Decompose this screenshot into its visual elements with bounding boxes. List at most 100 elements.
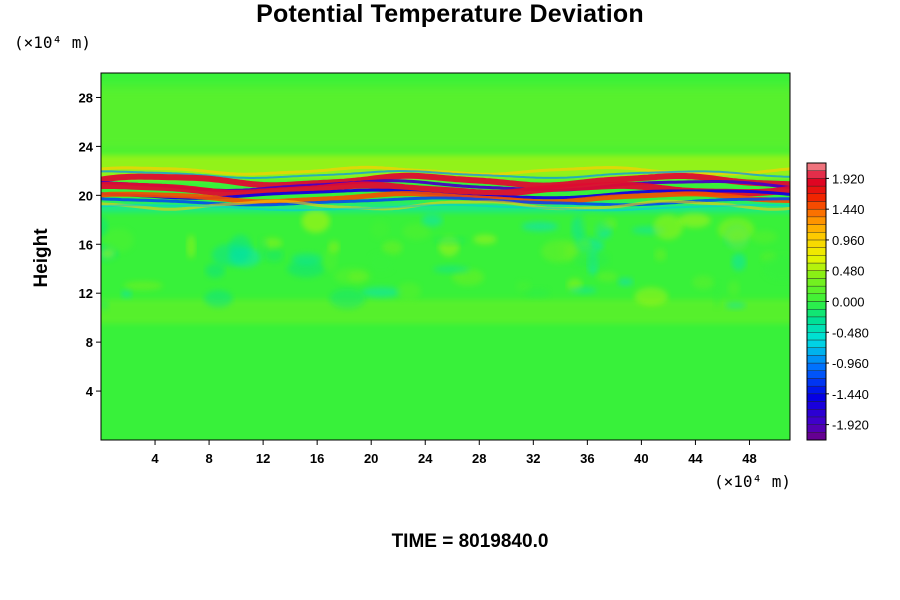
- colorbar-swatch: [806, 178, 827, 187]
- x-tick-label: 32: [526, 451, 540, 466]
- band-upper-edge: [101, 165, 790, 176]
- colorbar-label: 0.960: [832, 233, 865, 248]
- eddy-blob: [731, 252, 747, 271]
- eddy-blob: [370, 220, 390, 239]
- colorbar-swatch: [806, 339, 827, 348]
- eddy-blob: [186, 234, 196, 259]
- eddy-blob: [634, 287, 668, 306]
- y-axis: 4 8 12 16 20 24 28: [79, 90, 101, 399]
- eddy-blob: [521, 221, 559, 232]
- eddy-blob: [473, 234, 497, 245]
- eddy-blob: [334, 267, 372, 285]
- eddy-blob: [291, 253, 323, 265]
- chart-title: Potential Temperature Deviation: [256, 0, 644, 28]
- eddy-blob: [654, 248, 667, 262]
- eddy-blob: [573, 250, 610, 269]
- eddy-blob: [381, 240, 403, 255]
- colorbar-swatch: [806, 162, 827, 171]
- colorbar-swatch: [806, 208, 827, 218]
- colorbar-label: -1.920: [832, 418, 869, 433]
- eddy-blob: [329, 288, 366, 309]
- colorbar-swatch: [806, 362, 827, 371]
- eddy-blob: [434, 237, 467, 244]
- x-tick-label: 28: [472, 451, 486, 466]
- eddy-blob: [750, 230, 778, 244]
- colorbar-swatch: [806, 262, 827, 271]
- colorbar-label: 1.440: [832, 202, 865, 217]
- colorbar-swatch: [806, 224, 827, 233]
- colorbar-swatch: [806, 316, 827, 325]
- colorbar-label: 0.000: [832, 295, 865, 310]
- x-tick-label: 24: [418, 451, 433, 466]
- time-label: TIME = 8019840.0: [391, 531, 549, 552]
- colorbar-swatch: [806, 401, 827, 410]
- x-tick-label: 44: [688, 451, 703, 466]
- eddy-blob: [451, 268, 485, 286]
- y-tick-label: 8: [86, 335, 93, 350]
- eddy-blob: [762, 255, 790, 281]
- y-axis-unit: (×10⁴ m): [14, 33, 92, 52]
- upper-warm-layer: [101, 85, 790, 153]
- eddy-blob: [101, 249, 115, 258]
- x-tick-label: 40: [634, 451, 648, 466]
- eddy-blob: [523, 288, 551, 298]
- colorbar-swatch: [806, 347, 827, 356]
- eddy-blob: [258, 238, 269, 260]
- y-tick-label: 4: [86, 384, 94, 399]
- heatmap-field: [101, 85, 790, 324]
- eddy-blob: [727, 280, 740, 297]
- y-tick-label: 12: [79, 286, 93, 301]
- y-tick-label: 28: [79, 90, 93, 105]
- colorbar-label: -1.440: [832, 387, 869, 402]
- colorbar-swatch: [806, 255, 827, 264]
- x-tick-label: 36: [580, 451, 594, 466]
- colorbar-swatch: [806, 170, 827, 179]
- colorbar-label: -0.480: [832, 325, 869, 340]
- eddy-blob: [653, 214, 683, 240]
- eddy-blob: [726, 227, 749, 251]
- eddy-blob: [678, 213, 711, 228]
- eddy-blob: [301, 209, 330, 233]
- colorbar-swatch: [806, 308, 827, 318]
- colorbar-swatch: [806, 385, 827, 395]
- y-tick-label: 20: [79, 188, 93, 203]
- eddy-blob: [580, 212, 607, 235]
- x-axis: 4 8 12 16 20 24 28 32 36 40 44 48: [151, 440, 757, 466]
- colorbar-swatch: [806, 247, 827, 256]
- eddy-blob: [402, 223, 431, 240]
- colorbar-swatch: [806, 432, 827, 441]
- colorbar-swatch: [806, 232, 827, 241]
- eddy-blob: [421, 214, 443, 227]
- colorbar-swatch: [806, 301, 827, 310]
- colorbar-swatch: [806, 378, 827, 387]
- eddy-blob: [101, 299, 110, 311]
- band-cyan-lower: [101, 203, 790, 212]
- eddy-blob: [123, 281, 163, 291]
- colorbar: [806, 162, 827, 441]
- x-tick-label: 12: [256, 451, 270, 466]
- eddy-blob: [264, 248, 284, 263]
- colorbar-swatch: [806, 185, 827, 194]
- eddy-blob: [569, 287, 598, 294]
- colorbar-swatch: [806, 424, 827, 433]
- eddy-blob: [322, 247, 338, 272]
- eddy-blob: [102, 228, 134, 253]
- eddy-blob: [515, 280, 532, 292]
- eddy-blob: [361, 287, 402, 298]
- x-tick-label: 20: [364, 451, 378, 466]
- band-red-lower: [101, 191, 790, 205]
- colorbar-swatch: [806, 293, 827, 302]
- colorbar-label: 1.920: [832, 171, 865, 186]
- colorbar-swatch: [806, 278, 827, 287]
- eddy-blob: [287, 260, 326, 278]
- colorbar-swatch: [806, 239, 827, 248]
- x-tick-label: 16: [310, 451, 324, 466]
- colorbar-swatch: [806, 332, 827, 341]
- eddy-blob: [101, 216, 109, 237]
- eddy-blob: [328, 240, 340, 254]
- eddy-blob: [368, 252, 395, 274]
- eddy-blob: [211, 243, 249, 267]
- colorbar-swatch: [806, 216, 827, 225]
- eddy-blob: [433, 265, 471, 273]
